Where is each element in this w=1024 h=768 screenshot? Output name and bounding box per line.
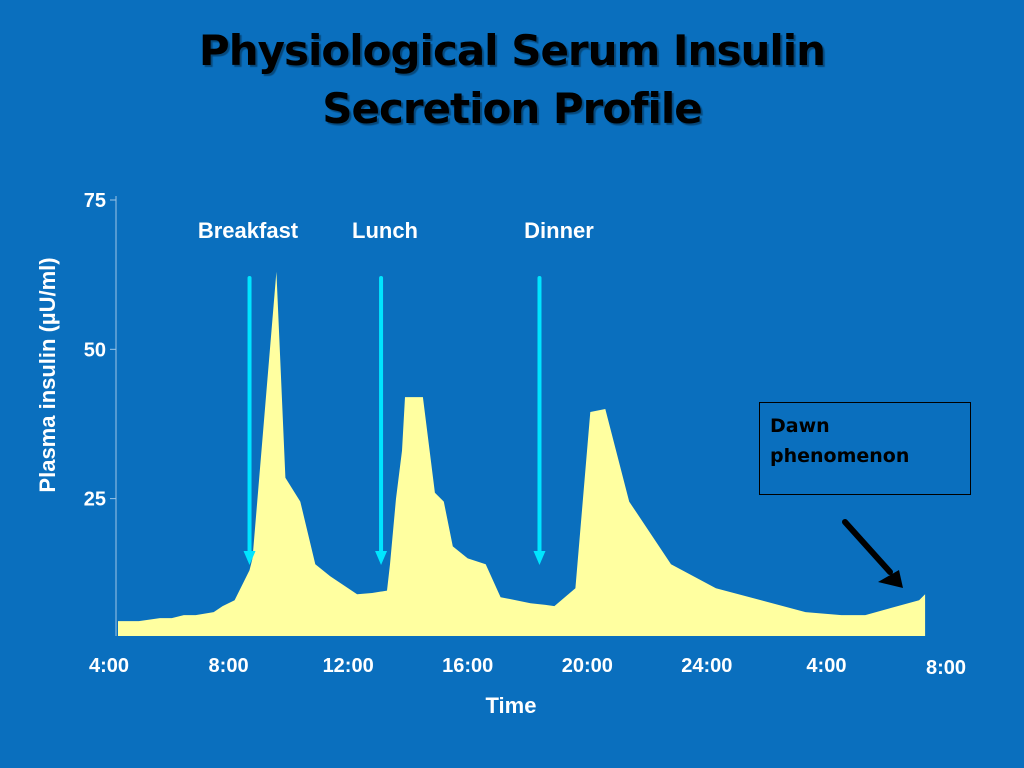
x-tick-label-5: 24:00 [681, 655, 732, 677]
x-tick-label-1: 8:00 [209, 655, 249, 677]
title-line-2: Secretion Profile [322, 84, 703, 133]
meal-arrowhead-2 [533, 551, 546, 565]
y-tick-label-25: 25 [84, 489, 106, 511]
chart-title: Physiological Serum Insulin Secretion Pr… [0, 22, 1024, 138]
x-tick-label-3: 16:00 [442, 655, 493, 677]
dawn-arrow-head [878, 570, 903, 588]
x-tick-label-2: 12:00 [323, 655, 374, 677]
dawn-phenomenon-box: Dawn phenomenon [759, 402, 971, 495]
meal-label-0: Breakfast [198, 218, 299, 243]
dawn-label-line1: Dawn [770, 415, 830, 437]
meal-label-2: Dinner [524, 218, 594, 243]
x-tick-label-6: 4:00 [806, 655, 846, 677]
y-tick-label-75: 75 [84, 190, 106, 212]
x-axis-label: Time [486, 693, 537, 718]
dawn-label-line2: phenomenon [770, 445, 910, 467]
title-line-1: Physiological Serum Insulin [198, 26, 826, 75]
meal-arrowhead-0 [243, 551, 256, 565]
meal-label-1: Lunch [352, 218, 418, 243]
y-tick-label-50: 50 [84, 339, 106, 361]
x-tick-label-0: 4:00 [89, 655, 129, 677]
x-tick-label-4: 20:00 [562, 655, 613, 677]
x-tick-label-7: 8:00 [926, 657, 966, 679]
insulin-area-series-0 [118, 271, 926, 636]
meal-arrowhead-1 [375, 551, 388, 565]
y-axis-label: Plasma insulin (µU/ml) [35, 257, 60, 492]
dawn-arrow-shaft [842, 519, 893, 575]
